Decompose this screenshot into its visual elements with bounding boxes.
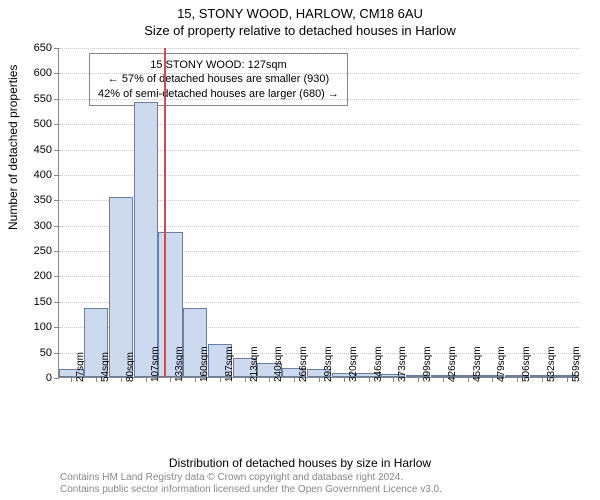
- x-axis-label: Distribution of detached houses by size …: [0, 456, 600, 470]
- plot-area: 15 STONY WOOD: 127sqm ← 57% of detached …: [58, 48, 578, 378]
- x-tick: [146, 377, 147, 382]
- x-tick: [542, 377, 543, 382]
- annotation-line: ← 57% of detached houses are smaller (93…: [98, 72, 339, 86]
- y-tick-label: 100: [20, 321, 52, 333]
- y-tick: [54, 48, 59, 49]
- x-tick: [294, 377, 295, 382]
- y-tick-label: 450: [20, 144, 52, 156]
- gridline: [59, 99, 579, 100]
- x-tick: [393, 377, 394, 382]
- y-tick: [54, 251, 59, 252]
- y-tick: [54, 150, 59, 151]
- y-tick: [54, 327, 59, 328]
- x-tick: [195, 377, 196, 382]
- gridline: [59, 73, 579, 74]
- y-tick-label: 500: [20, 118, 52, 130]
- chart-area: 15 STONY WOOD: 127sqm ← 57% of detached …: [58, 48, 578, 428]
- y-tick: [54, 73, 59, 74]
- x-tick: [567, 377, 568, 382]
- y-tick-label: 650: [20, 42, 52, 54]
- footer-line: Contains HM Land Registry data © Crown c…: [60, 472, 442, 484]
- y-tick-label: 250: [20, 245, 52, 257]
- y-tick-label: 50: [20, 347, 52, 359]
- y-tick-label: 300: [20, 220, 52, 232]
- x-tick: [468, 377, 469, 382]
- y-tick-label: 0: [20, 372, 52, 384]
- x-tick: [517, 377, 518, 382]
- chart-container: 15, STONY WOOD, HARLOW, CM18 6AU Size of…: [0, 0, 600, 500]
- x-tick: [170, 377, 171, 382]
- x-tick: [492, 377, 493, 382]
- y-tick-label: 400: [20, 169, 52, 181]
- x-tick: [369, 377, 370, 382]
- gridline: [59, 48, 579, 49]
- y-tick-label: 550: [20, 93, 52, 105]
- x-tick: [71, 377, 72, 382]
- x-tick: [96, 377, 97, 382]
- y-tick-label: 200: [20, 270, 52, 282]
- title-main: 15, STONY WOOD, HARLOW, CM18 6AU: [0, 0, 600, 21]
- y-tick: [54, 99, 59, 100]
- y-tick-label: 600: [20, 67, 52, 79]
- y-tick: [54, 378, 59, 379]
- y-tick: [54, 302, 59, 303]
- x-tick: [319, 377, 320, 382]
- histogram-bar: [109, 197, 133, 377]
- annotation-line: 15 STONY WOOD: 127sqm: [98, 58, 339, 72]
- footer: Contains HM Land Registry data © Crown c…: [60, 472, 442, 496]
- y-tick: [54, 276, 59, 277]
- x-tick: [418, 377, 419, 382]
- footer-line: Contains public sector information licen…: [60, 484, 442, 496]
- title-sub: Size of property relative to detached ho…: [0, 21, 600, 38]
- y-tick: [54, 124, 59, 125]
- y-axis-label: Number of detached properties: [6, 65, 20, 230]
- y-tick-label: 350: [20, 194, 52, 206]
- y-tick: [54, 175, 59, 176]
- x-tick-label: 559sqm: [571, 346, 582, 382]
- x-tick: [245, 377, 246, 382]
- y-tick: [54, 226, 59, 227]
- x-tick: [269, 377, 270, 382]
- x-tick: [220, 377, 221, 382]
- property-marker-line: [164, 48, 166, 377]
- x-tick: [344, 377, 345, 382]
- x-tick: [443, 377, 444, 382]
- y-tick: [54, 200, 59, 201]
- y-tick-label: 150: [20, 296, 52, 308]
- histogram-bar: [134, 102, 158, 377]
- x-tick: [121, 377, 122, 382]
- y-tick: [54, 353, 59, 354]
